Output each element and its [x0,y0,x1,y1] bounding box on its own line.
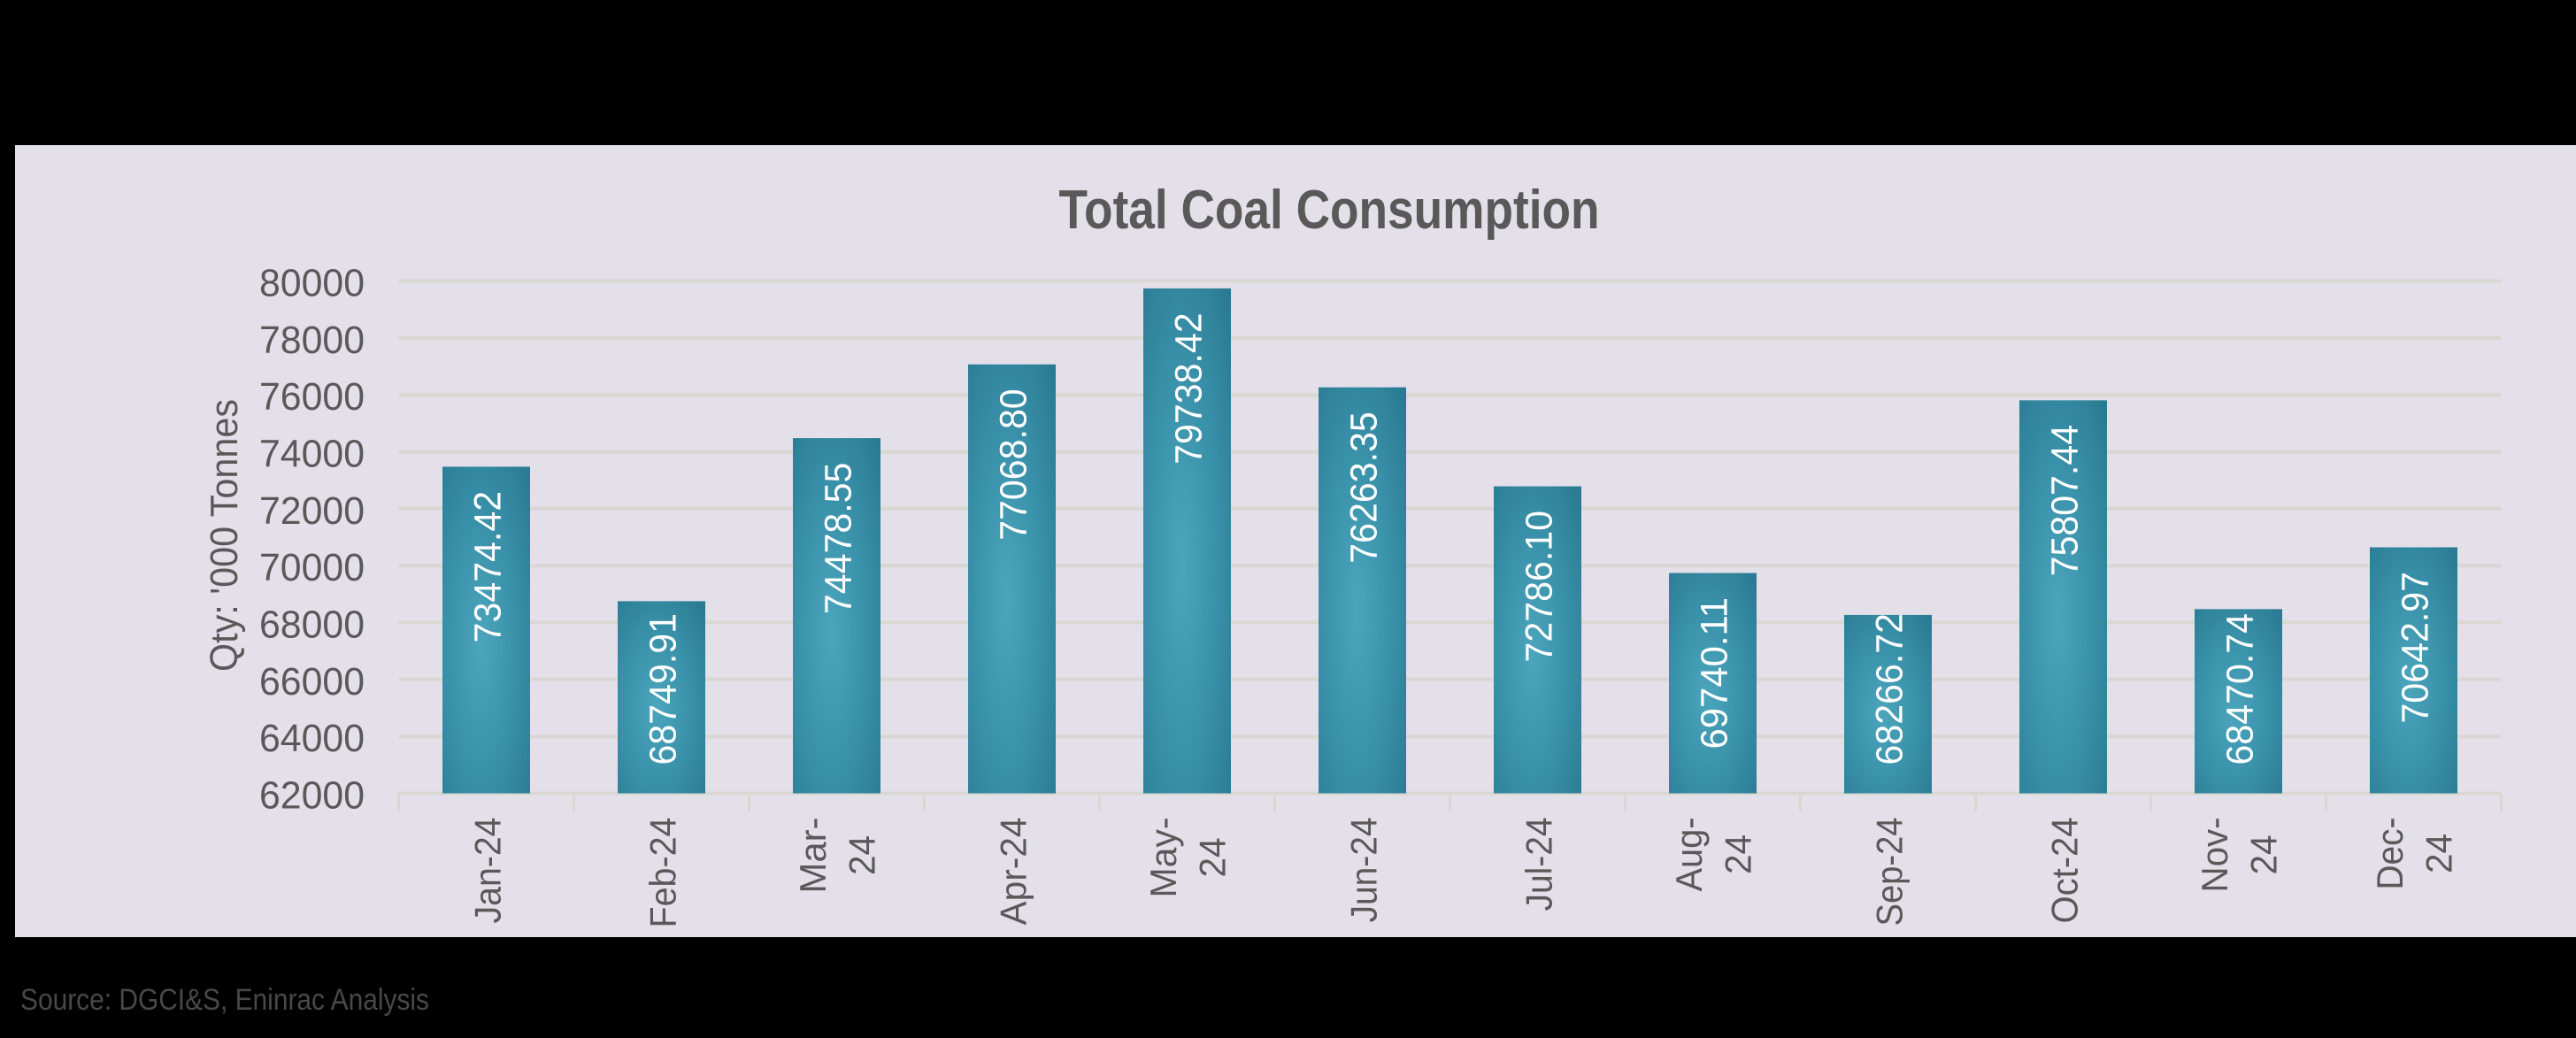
svg-text:Mar-: Mar- [792,818,834,894]
svg-text:64000: 64000 [259,717,365,760]
svg-text:80000: 80000 [259,262,365,305]
svg-text:62000: 62000 [259,774,365,818]
svg-text:68470.74: 68470.74 [2218,613,2261,765]
svg-text:Feb-24: Feb-24 [642,818,683,928]
svg-text:24: 24 [1718,834,1759,874]
svg-text:Jun-24: Jun-24 [1342,818,1384,923]
svg-text:73474.42: 73474.42 [466,491,509,643]
svg-text:70642.97: 70642.97 [2394,572,2436,724]
svg-text:24: 24 [842,835,883,875]
svg-text:Jan-24: Jan-24 [466,818,508,924]
svg-text:Aug-: Aug- [1668,818,1710,892]
svg-text:77068.80: 77068.80 [992,388,1034,541]
svg-text:68749.91: 68749.91 [642,613,684,765]
svg-text:72786.10: 72786.10 [1518,511,1560,663]
svg-text:79738.42: 79738.42 [1167,312,1210,465]
svg-text:72000: 72000 [259,489,365,533]
svg-text:Sep-24: Sep-24 [1868,818,1910,927]
svg-text:78000: 78000 [259,319,365,362]
svg-text:75807.44: 75807.44 [2043,425,2086,577]
svg-text:May-: May- [1142,818,1184,898]
svg-text:Total Coal Consumption: Total Coal Consumption [1059,180,1600,241]
svg-text:Jul-24: Jul-24 [1518,818,1559,911]
svg-text:Qty: '000 Tonnes: Qty: '000 Tonnes [203,399,246,672]
svg-text:68000: 68000 [259,604,365,647]
svg-text:74000: 74000 [259,433,365,476]
svg-text:24: 24 [1192,838,1234,878]
svg-text:69740.11: 69740.11 [1693,597,1735,750]
svg-text:66000: 66000 [259,660,365,704]
svg-text:Dec-: Dec- [2369,818,2411,890]
svg-text:Oct-24: Oct-24 [2043,818,2085,924]
svg-text:70000: 70000 [259,546,365,589]
svg-text:Apr-24: Apr-24 [992,818,1034,926]
svg-text:24: 24 [2418,834,2460,873]
svg-text:Nov-: Nov- [2194,818,2235,893]
svg-text:76263.35: 76263.35 [1342,411,1385,564]
svg-text:68266.72: 68266.72 [1868,613,1911,765]
svg-text:Source: DGCI&S, Eninrac Analys: Source: DGCI&S, Eninrac Analysis [20,983,429,1017]
svg-text:76000: 76000 [259,375,365,419]
svg-text:74478.55: 74478.55 [817,463,859,615]
svg-text:24: 24 [2243,835,2285,875]
